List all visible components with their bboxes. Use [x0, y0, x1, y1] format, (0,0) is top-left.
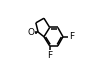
- Text: F: F: [47, 51, 52, 60]
- Text: F: F: [69, 32, 74, 41]
- Text: O: O: [28, 28, 35, 37]
